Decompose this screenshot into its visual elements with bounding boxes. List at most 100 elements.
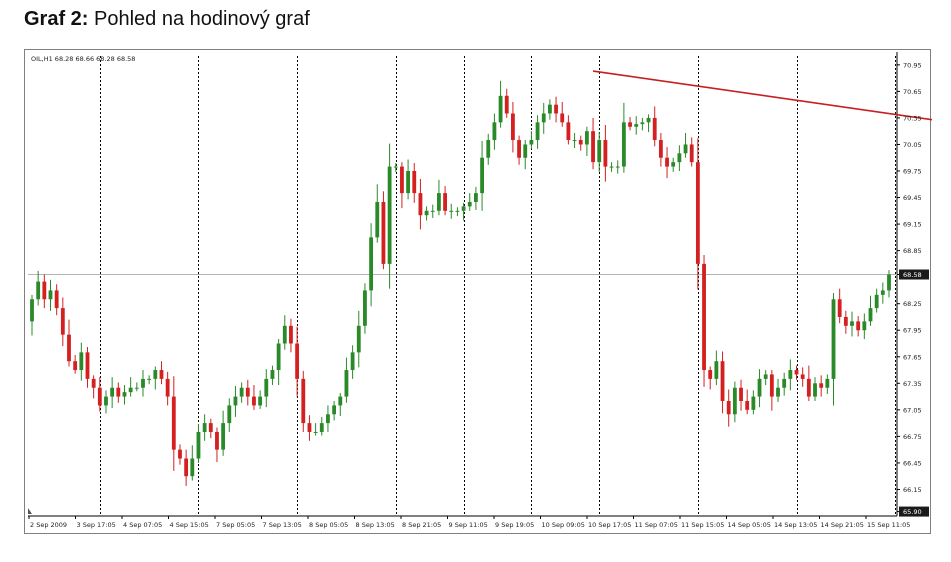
candle-body (887, 274, 891, 291)
candle-body (252, 396, 256, 406)
x-tick-label: 4 Sep 07:05 (123, 521, 162, 529)
y-tick-label: 70.65 (903, 88, 922, 96)
candle (369, 223, 374, 307)
candle (42, 274, 47, 309)
candle-body (332, 405, 337, 415)
price-chart[interactable]: 70.95 70.65 70.35 70.05 69.75 69.45 69.15 68.85… (25, 50, 932, 535)
candle-body (640, 122, 645, 125)
candle (757, 369, 762, 408)
candle (332, 401, 337, 421)
candle (30, 294, 34, 336)
candle-body (862, 321, 867, 331)
shift-marker-icon (28, 508, 32, 514)
candle (843, 310, 848, 334)
candle (806, 365, 811, 401)
candle-body (566, 122, 571, 141)
candle (165, 371, 170, 406)
candle-body (776, 387, 780, 397)
candle (769, 370, 774, 411)
candle-body (369, 237, 374, 291)
candle-body (406, 171, 411, 194)
chart-window[interactable]: 70.95 70.65 70.35 70.05 69.75 69.45 69.15 68.85… (24, 49, 932, 535)
candle (73, 355, 78, 374)
candle (128, 377, 133, 397)
candle-body (97, 387, 102, 406)
candle-body (91, 378, 96, 388)
candle (665, 147, 669, 179)
candle-body (381, 201, 386, 264)
candle-body (572, 140, 577, 142)
candle (683, 132, 688, 158)
y-tick-label: 67.05 (903, 406, 922, 414)
candle-body (178, 449, 182, 459)
candle (658, 132, 663, 167)
x-tick-label: 11 Sep 07:05 (635, 521, 678, 529)
y-tick-label: 70.05 (903, 141, 922, 149)
candle (307, 415, 312, 441)
candle-body (443, 193, 447, 211)
candle (695, 138, 700, 290)
x-tick-label: 11 Sep 15:05 (681, 521, 724, 529)
candle-body (523, 144, 528, 158)
candle-body (196, 431, 201, 459)
candle-body (856, 321, 861, 331)
candle (714, 350, 719, 386)
candle (449, 203, 454, 219)
candle-body (30, 299, 34, 322)
x-tick-label: 7 Sep 05:05 (216, 521, 255, 529)
candle (270, 365, 275, 386)
candle (245, 379, 250, 406)
candle (295, 326, 300, 397)
x-tick-label: 8 Sep 13:05 (356, 521, 395, 529)
candle (233, 385, 238, 417)
candle-body (239, 387, 244, 397)
candle-body (813, 383, 817, 397)
candle-body (338, 396, 343, 406)
candles-layer (30, 80, 891, 486)
x-tick-label: 15 Sep 11:05 (867, 521, 910, 529)
candle (776, 378, 780, 402)
candle-body (578, 140, 583, 145)
candle-body (794, 370, 799, 375)
candle-body (400, 166, 404, 194)
candle-body (726, 401, 731, 415)
candle (387, 143, 392, 289)
candle (825, 374, 830, 394)
x-tick-label: 8 Sep 21:05 (402, 521, 441, 529)
candle-body (79, 352, 84, 371)
y-axis: 70.95 70.65 70.35 70.05 69.75 69.45 69.15 68.85… (897, 61, 929, 517)
candle-body (319, 423, 324, 432)
candle (498, 80, 503, 128)
candle (60, 297, 65, 347)
candle-body (819, 383, 824, 388)
candle (363, 283, 367, 334)
candle-body (54, 290, 59, 309)
candle (54, 284, 59, 316)
candle (510, 102, 515, 153)
candle (134, 382, 139, 392)
y-tick-label: 67.95 (903, 327, 922, 335)
candle-body (171, 396, 176, 450)
candle (215, 427, 219, 463)
candle (79, 342, 84, 381)
candle-body (689, 144, 694, 163)
bottom-price-tag (899, 506, 929, 517)
candle-body (165, 378, 170, 397)
candle-body (134, 387, 139, 389)
candle (547, 99, 552, 120)
candle-body (486, 140, 491, 158)
candle-body (326, 414, 330, 424)
x-tick-label: 9 Sep 11:05 (449, 521, 488, 529)
candle-body (350, 352, 355, 371)
candle (819, 375, 824, 397)
y-tick-label: 65.90 (903, 508, 922, 516)
candle-body (295, 343, 300, 379)
candle (800, 367, 805, 387)
candle-body (665, 157, 669, 167)
candle (523, 140, 528, 170)
candle-body (387, 166, 392, 264)
candle-body (424, 210, 429, 216)
y-tick-label: 69.15 (903, 221, 922, 229)
candle-body (880, 290, 885, 295)
candle (202, 414, 207, 441)
